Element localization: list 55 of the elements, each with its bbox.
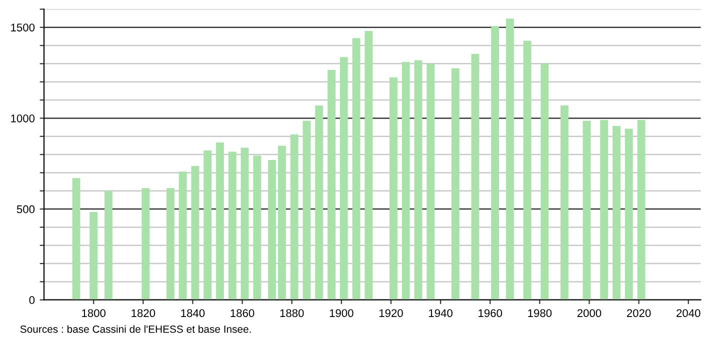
- x-tick-label: 1900: [330, 309, 354, 318]
- bar: [414, 60, 422, 300]
- x-tick-label: 1820: [132, 309, 156, 318]
- source-note: Sources : base Cassini de l'EHESS et base Insee.: [20, 325, 251, 333]
- x-tick-label: 2020: [627, 309, 651, 318]
- x-tick-label: 1980: [528, 309, 552, 318]
- bar: [253, 156, 262, 300]
- bar: [364, 30, 373, 300]
- bar: [302, 120, 311, 300]
- x-tick-label: 1840: [181, 309, 205, 318]
- bar: [90, 212, 98, 300]
- bar: [612, 126, 620, 300]
- x-tick-label: 1960: [478, 309, 502, 318]
- bar: [166, 188, 174, 300]
- bar: [352, 38, 360, 300]
- bar: [142, 188, 150, 300]
- y-tick-label: 500: [16, 205, 35, 214]
- bar: [240, 148, 249, 300]
- x-tick-label: 1880: [280, 309, 304, 318]
- bar: [268, 160, 276, 300]
- bar: [560, 105, 568, 300]
- bar: [340, 57, 348, 300]
- bar: [228, 152, 236, 300]
- x-tick-label: 1800: [82, 309, 106, 318]
- y-tick-label: 0: [29, 296, 35, 304]
- bar: [278, 146, 286, 300]
- bar: [216, 142, 224, 300]
- y-tick-label: 1500: [11, 24, 35, 32]
- bar: [328, 70, 336, 300]
- bar: [600, 120, 608, 300]
- bar: [104, 190, 112, 300]
- bar: [506, 18, 514, 300]
- bar: [402, 62, 410, 300]
- x-tick-label: 1940: [429, 309, 452, 318]
- x-tick-label: 1920: [379, 309, 403, 318]
- bar: [204, 150, 212, 300]
- bar: [624, 128, 633, 300]
- bar: [426, 64, 435, 300]
- x-tick-label: 2000: [577, 309, 602, 318]
- bar: [389, 77, 398, 300]
- bar: [523, 40, 532, 300]
- bar: [637, 120, 646, 300]
- x-tick-label: 1860: [230, 309, 254, 318]
- bar: [491, 26, 500, 300]
- bar: [178, 172, 187, 300]
- bar: [72, 178, 80, 300]
- bar: [471, 54, 480, 300]
- bar: [191, 166, 200, 300]
- y-tick-label: 1000: [11, 114, 35, 122]
- bar: [315, 105, 324, 300]
- x-tick-label: 2040: [676, 309, 700, 318]
- bar: [290, 134, 298, 300]
- bar: [540, 64, 549, 300]
- bar: [451, 68, 460, 300]
- bar: [582, 120, 591, 300]
